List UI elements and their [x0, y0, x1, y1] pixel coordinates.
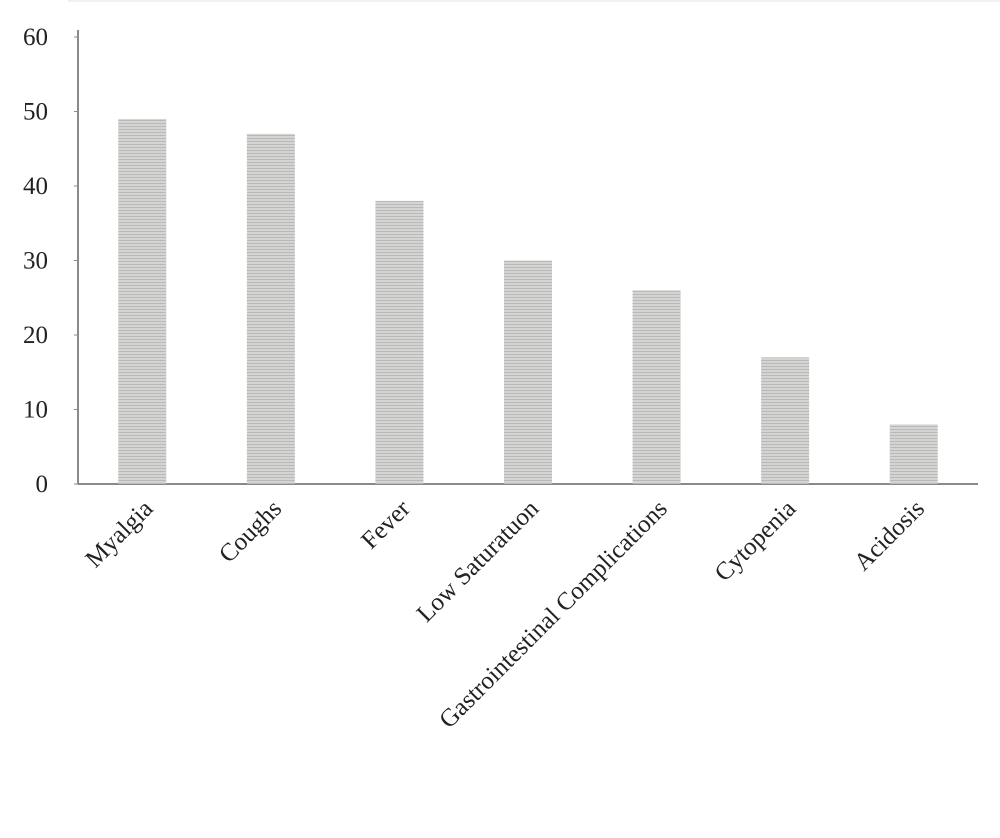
bar [375, 200, 424, 484]
x-tick-label: Fever [356, 495, 416, 555]
y-tick-label: 60 [23, 24, 48, 51]
y-tick-label: 20 [23, 322, 48, 349]
x-tick-label: Myalgia [81, 495, 159, 573]
x-tick-label: Acidosis [849, 495, 930, 576]
y-tick-label: 50 [23, 99, 48, 126]
bar [118, 118, 167, 484]
y-tick-label: 0 [36, 471, 49, 498]
x-tick-label: Gastrointestinal Complications [434, 495, 673, 734]
bar [246, 133, 295, 484]
bar [504, 260, 552, 484]
x-tick-label: Coughs [214, 495, 287, 568]
y-tick-label: 40 [23, 173, 48, 200]
y-tick-label: 10 [23, 397, 48, 424]
bar [632, 290, 681, 484]
x-tick-label: Cytopenia [710, 495, 802, 587]
bar [889, 424, 938, 484]
bar [761, 357, 810, 484]
x-tick-label: Low Saturatuon [412, 495, 545, 628]
y-tick-label: 30 [23, 248, 48, 275]
